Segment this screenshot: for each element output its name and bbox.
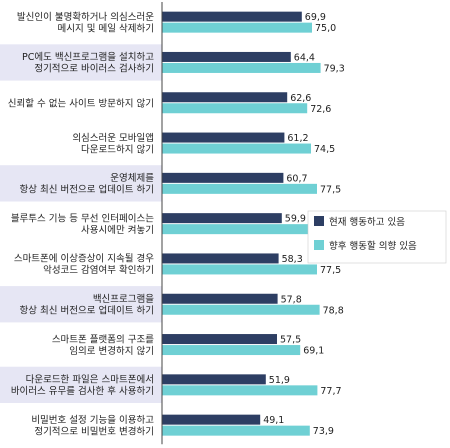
category-label: 스마트폰에 이상증상이 지속될 경우 악성코드 감염여부 확인하기 — [14, 253, 154, 277]
value-label-future: 79,3 — [324, 63, 345, 74]
category-label-line: PC에도 백신프로그램을 설치하고 — [22, 51, 154, 63]
category-label-line: 정기적으로 바이러스 검사하기 — [34, 63, 154, 75]
category-label-line: 다운로드하지 않기 — [81, 143, 154, 155]
category-label-line: 사용시에만 켜놓기 — [81, 225, 154, 236]
category-label-line: 항상 최신 버전으로 업데이트 하기 — [20, 305, 154, 317]
bar-future — [162, 22, 312, 33]
value-label-future: 72,6 — [310, 104, 331, 115]
category-label: 비밀번호 설정 기능을 이용하고 정기적으로 비밀번호 변경하기 — [31, 414, 154, 438]
category-label-line: 정기적으로 비밀번호 변경하기 — [34, 425, 154, 437]
legend-swatch — [314, 216, 324, 226]
bar-current — [162, 293, 278, 304]
bar-future — [162, 103, 308, 114]
value-label-current: 57,5 — [280, 335, 301, 346]
category-label-line: 운영체제를 — [110, 173, 154, 184]
bar-future — [162, 224, 312, 235]
bar-future — [162, 264, 317, 275]
value-label-future: 75,0 — [315, 23, 336, 34]
row-shade-band — [0, 366, 162, 403]
bar-current — [162, 172, 284, 183]
bar-future — [162, 425, 310, 436]
bar-current — [162, 334, 277, 345]
bar-future — [162, 62, 321, 73]
category-label-line: 바이러스 유무를 검사한 후 사용하기 — [11, 385, 154, 397]
value-label-future: 78,8 — [323, 305, 344, 316]
category-label-line: 신뢰할 수 없는 사이트 방문하지 않기 — [8, 97, 154, 109]
category-label-line: 백신프로그램을 — [93, 293, 154, 305]
category-label-line: 스마트폰 플랫폼의 구조를 — [52, 334, 154, 345]
value-label-future: 77,5 — [320, 184, 341, 195]
bar-current — [162, 253, 279, 264]
bar-current — [162, 414, 261, 425]
legend-swatch — [314, 240, 324, 250]
value-label-future: 69,1 — [303, 346, 324, 357]
category-label-line: 메시지 및 메일 삭제하기 — [58, 22, 154, 34]
legend-box — [307, 210, 447, 264]
value-label-future: 74,5 — [314, 144, 335, 155]
category-label-line: 다운로드한 파일은 스마트폰에서 — [26, 375, 154, 386]
bar-current — [162, 92, 288, 103]
value-label-current: 51,9 — [269, 375, 290, 386]
category-label: 발신인이 불명확하거나 의심스러운 메시지 및 메일 삭제하기 — [17, 11, 154, 35]
value-label-current: 64,4 — [294, 52, 315, 63]
value-label-current: 62,6 — [290, 93, 311, 104]
value-label-current: 60,7 — [286, 173, 307, 184]
category-label-line: 임의로 변경하지 않기 — [69, 345, 154, 357]
value-label-future: 77,5 — [320, 265, 341, 276]
value-label-current: 49,1 — [263, 415, 284, 426]
category-label: PC에도 백신프로그램을 설치하고 정기적으로 바이러스 검사하기 — [22, 51, 154, 74]
category-label: 다운로드한 파일은 스마트폰에서 바이러스 유무를 검사한 후 사용하기 — [11, 375, 154, 398]
category-label-line: 비밀번호 설정 기능을 이용하고 — [31, 414, 154, 426]
category-label-line: 의심스러운 모바일앱 — [72, 132, 154, 144]
value-label-current: 59,9 — [285, 214, 306, 225]
bar-future — [162, 143, 311, 154]
bar-future — [162, 345, 301, 356]
row-shade-band — [0, 165, 162, 202]
bar-future — [162, 304, 320, 315]
bar-current — [162, 11, 302, 22]
value-label-future: 77,7 — [320, 386, 341, 397]
category-label: 신뢰할 수 없는 사이트 방문하지 않기 — [8, 97, 154, 109]
category-label: 백신프로그램을 항상 최신 버전으로 업데이트 하기 — [20, 293, 155, 317]
bar-current — [162, 132, 285, 143]
category-label-line: 스마트폰에 이상증상이 지속될 경우 — [14, 253, 154, 265]
category-label-line: 발신인이 불명확하거나 의심스러운 — [17, 11, 154, 23]
row-shade-band — [0, 286, 162, 323]
value-label-current: 69,9 — [305, 12, 326, 23]
bar-future — [162, 385, 318, 396]
category-label: 스마트폰 플랫폼의 구조를 임의로 변경하지 않기 — [52, 334, 154, 357]
value-label-current: 58,3 — [282, 254, 303, 265]
bar-current — [162, 213, 282, 224]
legend-entry: 향후 행동할 의향 있음 — [329, 240, 417, 252]
bar-current — [162, 374, 266, 385]
category-label-line: 블루투스 기능 등 무선 인터페이스는 — [11, 213, 154, 224]
category-label-line: 항상 최신 버전으로 업데이트 하기 — [20, 184, 154, 196]
category-label-line: 악성코드 감염여부 확인하기 — [43, 264, 154, 276]
category-label: 운영체제를 항상 최신 버전으로 업데이트 하기 — [20, 173, 155, 196]
category-label: 의심스러운 모바일앱 다운로드하지 않기 — [72, 132, 154, 156]
legend-entry: 현재 행동하고 있음 — [329, 216, 405, 228]
value-label-future: 73,9 — [313, 426, 334, 437]
value-label-current: 61,2 — [287, 133, 308, 144]
value-label-current: 57,8 — [281, 294, 302, 305]
category-label: 블루투스 기능 등 무선 인터페이스는 사용시에만 켜놓기 — [11, 213, 154, 236]
bar-current — [162, 51, 291, 62]
bar-future — [162, 183, 317, 194]
row-shade-band — [0, 44, 162, 81]
